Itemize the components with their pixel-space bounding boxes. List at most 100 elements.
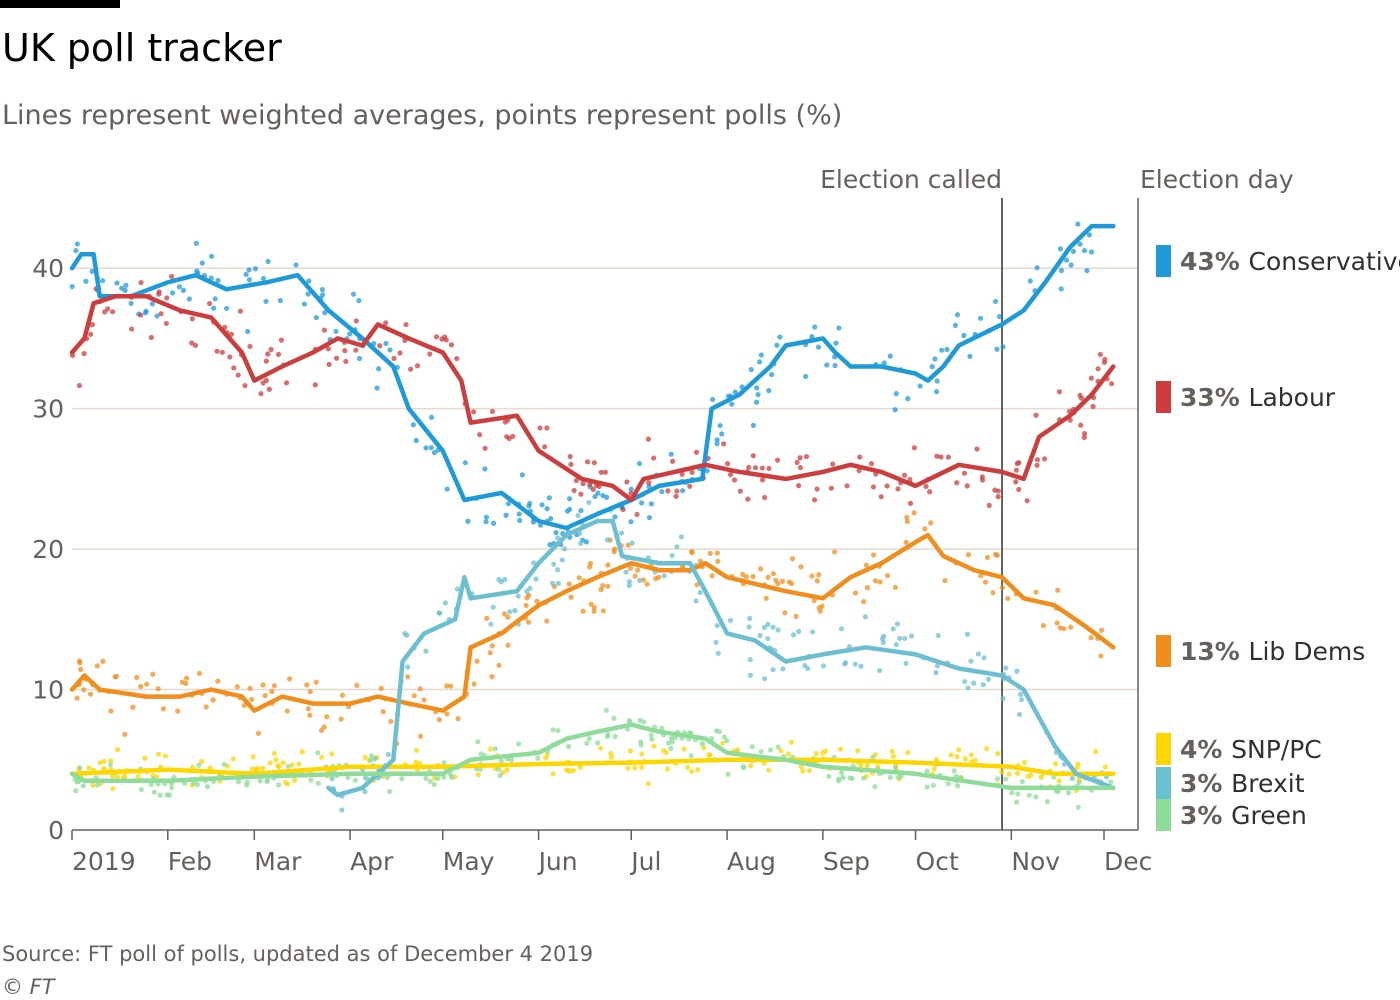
poll-point <box>668 451 674 457</box>
poll-point <box>194 268 200 274</box>
poll-point <box>750 453 756 459</box>
poll-point <box>227 354 233 360</box>
poll-point <box>961 332 967 339</box>
poll-point <box>595 740 601 746</box>
poll-point <box>934 378 940 384</box>
poll-point <box>765 636 771 642</box>
poll-point <box>275 351 282 357</box>
poll-point <box>893 641 899 648</box>
poll-point <box>1068 624 1074 630</box>
poll-point <box>551 561 557 567</box>
series-line-green <box>69 722 1116 791</box>
poll-point <box>234 684 240 690</box>
poll-point <box>626 718 632 724</box>
poll-point <box>628 486 634 492</box>
poll-point <box>544 618 550 624</box>
poll-point <box>69 283 75 290</box>
poll-point <box>333 355 340 361</box>
poll-point <box>731 477 738 483</box>
poll-point <box>312 382 318 388</box>
poll-point <box>1033 794 1039 800</box>
poll-point <box>817 608 823 614</box>
poll-point <box>214 348 220 354</box>
poll-point <box>353 318 359 324</box>
poll-point <box>1042 456 1048 462</box>
poll-point <box>404 632 410 638</box>
poll-point <box>948 752 954 758</box>
poll-point <box>411 693 417 699</box>
legend-name: Conservative <box>1249 247 1400 276</box>
poll-point <box>252 266 259 272</box>
poll-point <box>632 573 638 579</box>
poll-point <box>470 409 477 415</box>
poll-point <box>933 389 940 395</box>
poll-point <box>595 490 601 496</box>
poll-point <box>531 560 537 566</box>
poll-point <box>758 749 764 755</box>
poll-point <box>507 609 513 615</box>
poll-point <box>892 764 898 771</box>
poll-point <box>870 754 876 761</box>
poll-point <box>427 778 433 784</box>
poll-point <box>1102 764 1108 770</box>
poll-point <box>740 764 746 771</box>
poll-point <box>749 744 755 750</box>
poll-point <box>307 712 313 718</box>
poll-point <box>679 471 685 478</box>
poll-point <box>871 552 877 558</box>
poll-point <box>138 786 145 793</box>
poll-point <box>598 587 604 593</box>
poll-point <box>1056 389 1062 395</box>
poll-point <box>204 784 211 790</box>
poll-point <box>158 311 164 317</box>
poll-point <box>995 494 1001 500</box>
poll-point <box>954 754 960 760</box>
poll-point <box>663 750 669 756</box>
poll-point <box>993 551 999 557</box>
poll-point <box>184 675 190 681</box>
poll-point <box>1093 748 1099 755</box>
poll-point <box>1021 759 1028 765</box>
poll-point <box>806 768 813 774</box>
poll-point <box>961 470 967 476</box>
poll-point <box>247 343 253 350</box>
poll-point <box>275 763 281 769</box>
poll-point <box>321 724 327 730</box>
poll-point <box>97 760 103 766</box>
poll-point <box>154 313 160 319</box>
poll-point <box>271 683 277 689</box>
poll-point <box>704 468 710 474</box>
poll-point <box>148 334 154 341</box>
poll-point <box>688 768 695 775</box>
poll-point <box>1098 653 1104 659</box>
poll-point <box>417 686 423 692</box>
poll-point <box>721 734 727 740</box>
source-note: Source: FT poll of polls, updated as of … <box>2 942 594 966</box>
poll-point <box>407 366 414 372</box>
poll-point <box>138 312 144 318</box>
poll-point <box>339 807 345 813</box>
poll-point <box>994 776 1000 782</box>
legend-name: Brexit <box>1231 769 1305 798</box>
poll-point <box>737 488 743 494</box>
legend-label-conservative: 43% Conservative <box>1180 247 1400 276</box>
poll-point <box>612 514 618 520</box>
poll-point <box>775 581 781 587</box>
poll-point <box>525 619 532 625</box>
poll-point <box>634 567 641 573</box>
poll-point <box>196 762 202 768</box>
poll-point <box>215 277 221 284</box>
poll-point <box>376 366 382 372</box>
poll-point <box>199 260 205 266</box>
poll-point <box>501 611 508 617</box>
poll-point <box>578 491 584 497</box>
poll-point <box>567 506 573 512</box>
poll-point <box>813 750 819 757</box>
poll-point <box>186 296 192 302</box>
poll-point <box>1065 790 1072 796</box>
poll-point <box>123 282 129 288</box>
poll-point <box>625 765 631 771</box>
poll-point <box>661 573 667 579</box>
poll-point <box>1069 775 1075 782</box>
poll-point <box>129 326 135 332</box>
